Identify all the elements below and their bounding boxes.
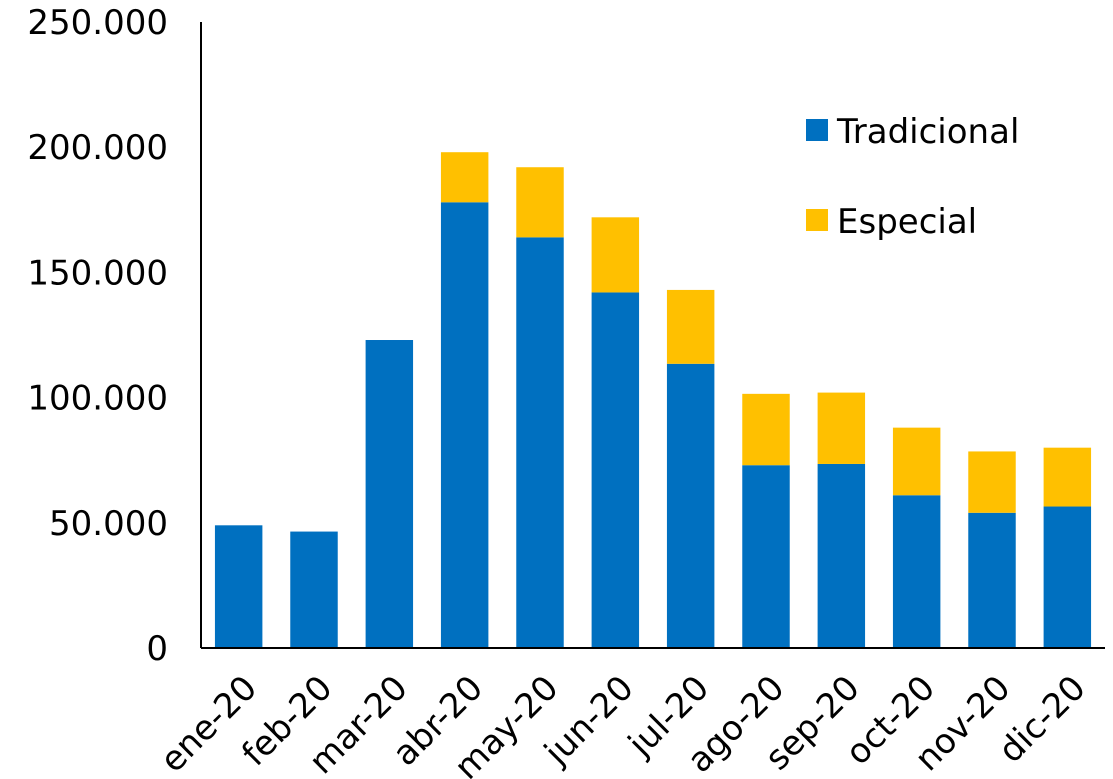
bar-tradicional-nov-20 [968,512,1016,648]
legend: Tradicional Especial [806,112,1019,242]
bar-especial-abr-20 [440,152,489,203]
bar-especial-ago-20 [742,393,790,466]
bar-tradicional-jul-20 [666,363,715,648]
bar-especial-jun-20 [591,217,640,293]
bar-tradicional-feb-20 [290,531,338,648]
legend-swatch-especial [806,209,828,231]
bar-especial-sep-20 [817,392,866,464]
bar-tradicional-jun-20 [591,292,640,648]
x-axis-tick-labels: ene-20feb-20mar-20abr-20may-20jun-20jul-… [153,668,1094,779]
y-tick-label: 200.000 [27,128,168,168]
bar-tradicional-abr-20 [440,202,489,648]
x-tick-label: ene-20 [153,668,265,779]
bar-tradicional-dic-20 [1043,506,1092,648]
legend-label-especial: Especial [837,202,977,242]
bar-tradicional-ene-20 [214,525,263,648]
y-tick-label: 0 [146,629,168,669]
y-axis-tick-labels: 0 50.000 100.000 150.000 200.000 250.000 [27,3,168,669]
bar-especial-jul-20 [666,289,715,364]
x-tick-label: dic-20 [991,668,1094,771]
legend-label-tradicional: Tradicional [836,112,1019,152]
legend-swatch-tradicional [806,119,828,141]
bar-especial-nov-20 [968,451,1016,513]
bar-especial-may-20 [516,167,564,238]
bar-especial-oct-20 [892,427,941,496]
bar-especial-dic-20 [1043,447,1092,507]
y-tick-label: 250.000 [27,3,168,43]
bar-tradicional-mar-20 [365,340,414,648]
y-tick-label: 50.000 [49,504,168,544]
bar-tradicional-ago-20 [742,465,790,648]
bar-tradicional-may-20 [516,237,564,648]
bar-tradicional-sep-20 [817,463,866,648]
y-tick-label: 100.000 [27,379,168,419]
bar-tradicional-oct-20 [892,495,941,648]
bars [214,152,1092,648]
y-tick-label: 150.000 [27,253,168,293]
